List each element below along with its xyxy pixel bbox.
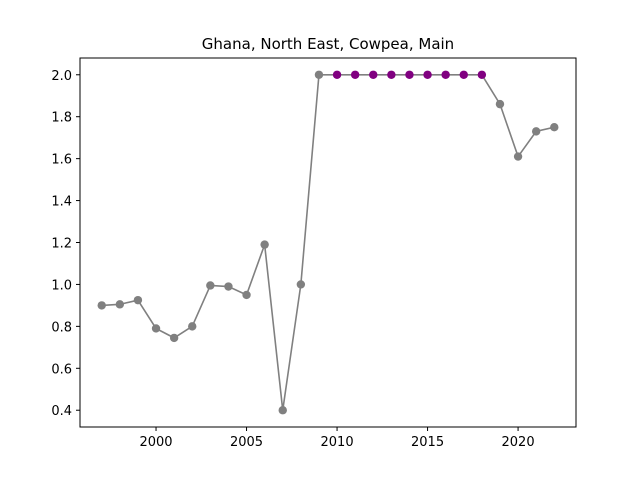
data-point <box>242 290 251 300</box>
data-point <box>151 324 161 333</box>
axes-layer: 2000 2005 2010 2015 2020 0.4 0.6 0.8 1.0 1.2 1.4 1.… <box>51 69 534 450</box>
data-point <box>405 70 414 79</box>
y-tick-label: 2.0 <box>51 69 72 84</box>
data-point <box>296 280 306 289</box>
series-layer <box>97 70 559 415</box>
data-point <box>188 322 197 331</box>
x-tick-label: 2000 <box>139 435 172 450</box>
y-tick-label: 0.6 <box>51 362 72 377</box>
data-point <box>459 70 468 79</box>
data-point <box>332 70 342 79</box>
data-point <box>441 70 450 79</box>
data-point <box>260 240 269 249</box>
data-point <box>115 300 125 309</box>
data-point <box>314 70 324 79</box>
data-point <box>169 333 179 343</box>
y-tick-label: 0.4 <box>51 404 72 419</box>
x-tick-label: 2005 <box>230 435 263 450</box>
data-point <box>550 122 559 132</box>
x-tick-label: 2010 <box>321 435 354 450</box>
data-point <box>369 70 378 79</box>
y-tick-label: 1.4 <box>51 195 72 210</box>
x-tick-label: 2020 <box>502 435 535 450</box>
data-point <box>477 70 487 79</box>
data-point <box>97 301 106 310</box>
data-point <box>513 152 523 161</box>
data-point <box>350 70 360 79</box>
data-point <box>133 295 143 305</box>
y-tick-label: 0.8 <box>51 320 72 335</box>
data-point <box>495 99 505 109</box>
data-point <box>278 406 287 415</box>
data-point <box>531 127 541 136</box>
data-point <box>206 281 215 290</box>
data-point <box>387 70 396 79</box>
plot-frame <box>79 57 577 428</box>
chart-title: Ghana, North East, Cowpea, Main <box>202 35 454 53</box>
y-tick-label: 1.0 <box>51 278 72 293</box>
y-tick-label: 1.2 <box>51 237 72 252</box>
series-line <box>101 73 555 411</box>
x-tick-label: 2015 <box>411 435 444 450</box>
data-point <box>224 282 233 291</box>
data-point <box>423 70 432 79</box>
y-tick-label: 1.6 <box>51 153 72 168</box>
y-tick-label: 1.8 <box>51 111 72 126</box>
